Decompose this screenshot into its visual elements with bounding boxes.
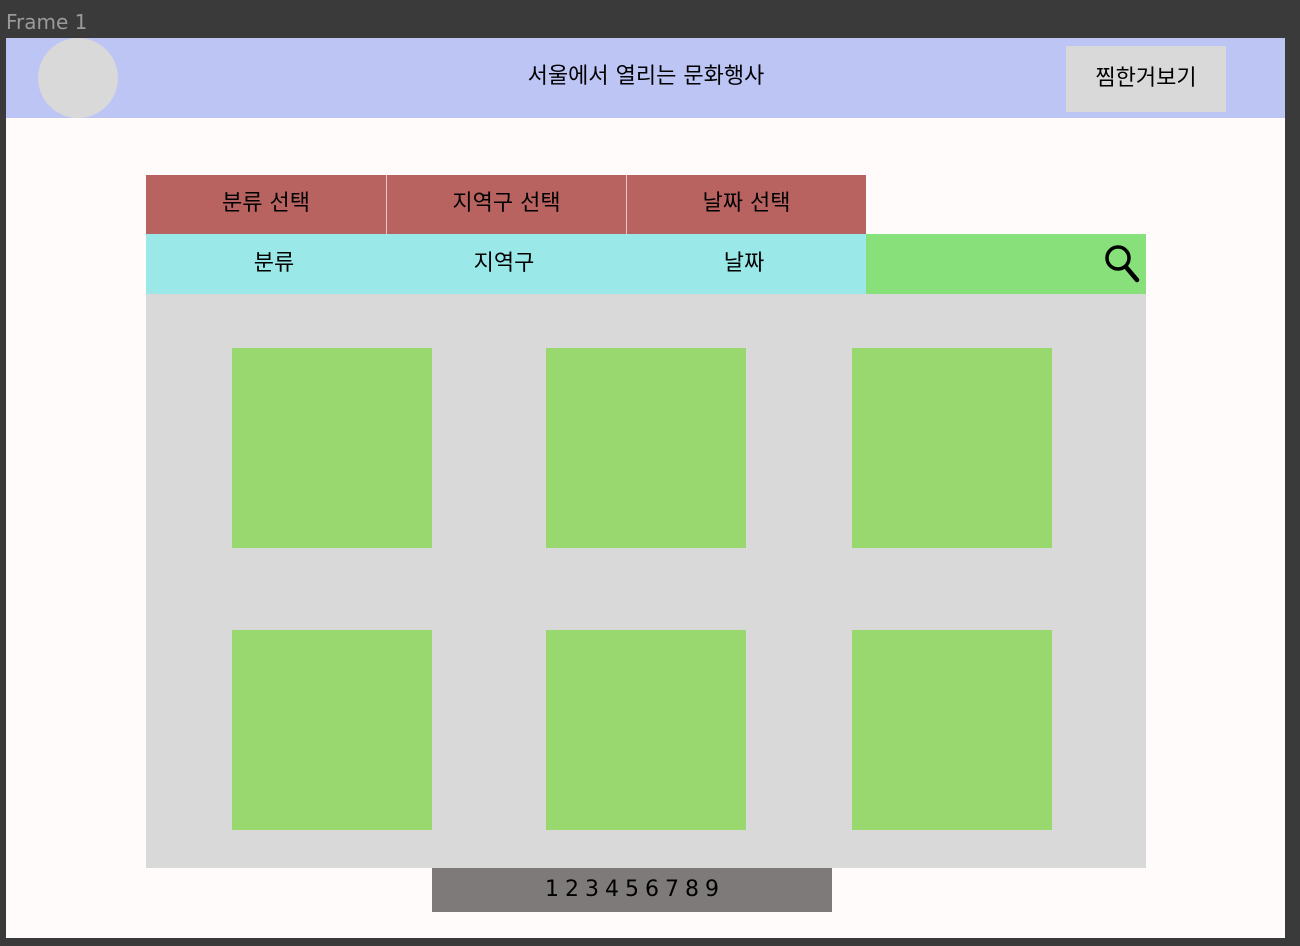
pagination: 1 2 3 4 5 6 7 8 9 [432, 868, 832, 912]
event-card[interactable] [232, 348, 432, 548]
event-card[interactable] [232, 630, 432, 830]
category-filter-value[interactable]: 분류 [253, 251, 295, 276]
page-link-7[interactable]: 7 [665, 877, 679, 902]
page-link-4[interactable]: 4 [605, 877, 619, 902]
page-link-8[interactable]: 8 [685, 877, 699, 902]
page-canvas: 서울에서 열리는 문화행사 찜한거보기 분류 선택 지역구 선택 날짜 선택 분… [6, 38, 1285, 938]
event-grid [146, 294, 1146, 868]
district-filter-value[interactable]: 지역구 [473, 251, 535, 276]
tab-date-select[interactable]: 날짜 선택 [626, 175, 866, 234]
search-icon[interactable] [1104, 244, 1140, 284]
page-link-3[interactable]: 3 [585, 877, 599, 902]
tab-category-select[interactable]: 분류 선택 [146, 175, 386, 234]
header-bar: 서울에서 열리는 문화행사 찜한거보기 [6, 38, 1285, 118]
filter-values-bar: 분류 지역구 날짜 [146, 234, 866, 294]
event-card[interactable] [852, 630, 1052, 830]
page-link-1[interactable]: 1 [545, 877, 559, 902]
page-title: 서울에서 열리는 문화행사 [527, 64, 765, 89]
date-filter-value[interactable]: 날짜 [723, 251, 765, 276]
search-input[interactable] [866, 234, 1146, 294]
frame-label: Frame 1 [6, 10, 88, 34]
filter-tabs: 분류 선택 지역구 선택 날짜 선택 [146, 175, 866, 234]
page-link-2[interactable]: 2 [565, 877, 579, 902]
view-favorites-button[interactable]: 찜한거보기 [1066, 46, 1226, 112]
page-link-9[interactable]: 9 [705, 877, 719, 902]
page-link-5[interactable]: 5 [625, 877, 639, 902]
avatar[interactable] [38, 38, 118, 118]
tab-district-select[interactable]: 지역구 선택 [386, 175, 626, 234]
event-card[interactable] [546, 630, 746, 830]
page-link-6[interactable]: 6 [645, 877, 659, 902]
event-card[interactable] [852, 348, 1052, 548]
event-card[interactable] [546, 348, 746, 548]
